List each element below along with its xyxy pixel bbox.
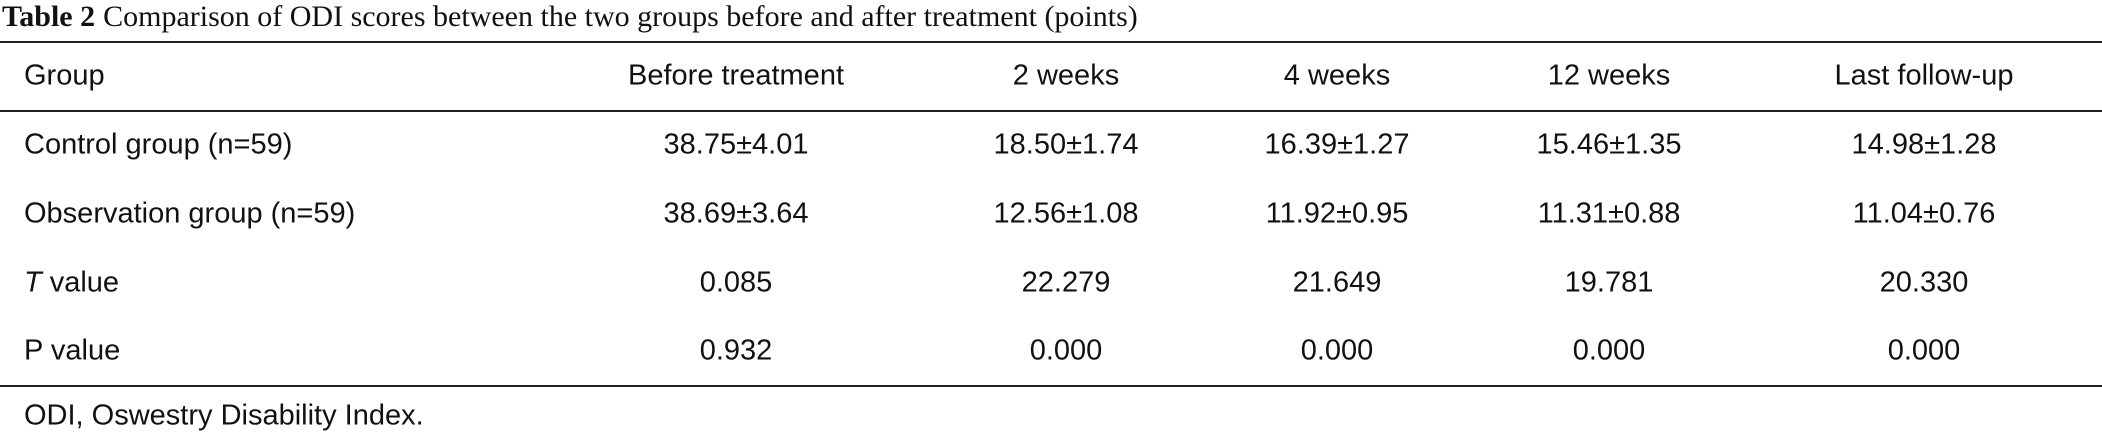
cell: 38.75±4.01: [663, 128, 809, 161]
cell: 11.04±0.76: [1852, 197, 1996, 230]
row-label: Control group (n=59): [24, 128, 293, 161]
header-cell: Last follow-up: [1834, 59, 2014, 92]
row-label-symbol: T: [24, 266, 42, 299]
cell: 15.46±1.35: [1536, 128, 1682, 161]
cell: 16.39±1.27: [1264, 128, 1410, 161]
cell: 22.279: [1021, 266, 1111, 299]
header-cell: 2 weeks: [1012, 59, 1120, 92]
cell: 20.330: [1879, 266, 1969, 299]
cell: 14.98±1.28: [1851, 128, 1997, 161]
title-text: Comparison of ODI scores between the two…: [103, 0, 1138, 33]
cell: 12.56±1.08: [993, 197, 1139, 230]
header-cell: 4 weeks: [1283, 59, 1391, 92]
bottom-rule: [0, 385, 2102, 387]
table-number: Table 2: [2, 0, 96, 33]
cell: 0.000: [1300, 334, 1374, 367]
cell: 0.000: [1887, 334, 1961, 367]
header-cell: Before treatment: [628, 59, 844, 92]
cell: 0.085: [699, 266, 773, 299]
cell: 0.000: [1572, 334, 1646, 367]
table-title: Table 2 Comparison of ODI scores between …: [2, 0, 1138, 34]
row-label: Observation group (n=59): [24, 197, 356, 230]
cell: 19.781: [1564, 266, 1654, 299]
row-label: P value: [24, 334, 121, 367]
header-rule: [0, 110, 2102, 112]
cell: 0.000: [1029, 334, 1103, 367]
header-cell: 12 weeks: [1547, 59, 1671, 92]
footnote: ODI, Oswestry Disability Index.: [24, 399, 424, 432]
row-label-text: value: [49, 266, 120, 299]
top-rule: [0, 41, 2102, 43]
cell: 11.92±0.95: [1265, 197, 1409, 230]
cell: 21.649: [1292, 266, 1382, 299]
cell: 18.50±1.74: [993, 128, 1139, 161]
header-cell: Group: [24, 59, 105, 92]
cell: 0.932: [699, 334, 773, 367]
cell: 11.31±0.88: [1537, 197, 1681, 230]
cell: 38.69±3.64: [663, 197, 809, 230]
